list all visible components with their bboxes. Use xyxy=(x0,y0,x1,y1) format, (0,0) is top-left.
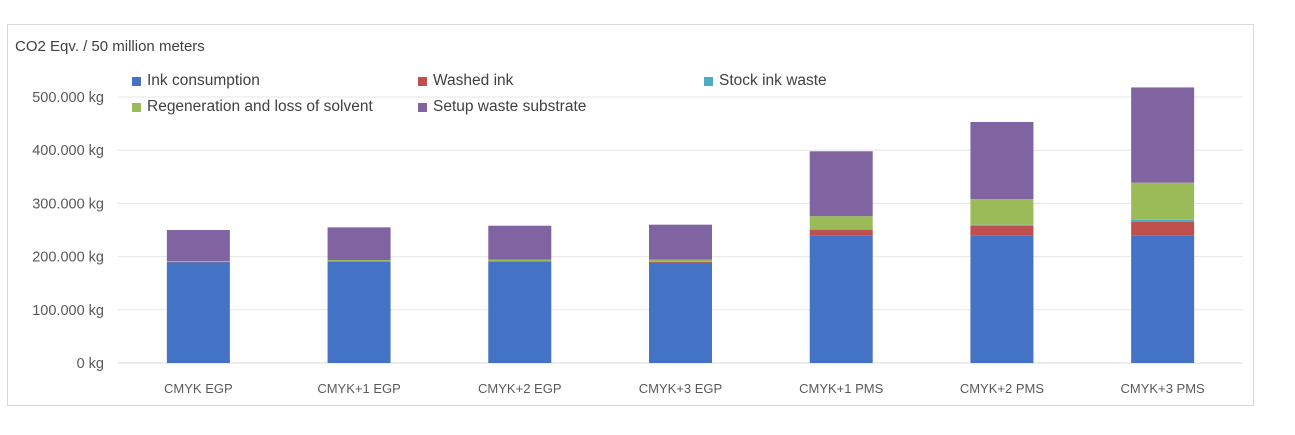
bar-segment xyxy=(649,261,712,263)
legend-item-setup-waste-substrate: Setup waste substrate xyxy=(418,98,586,116)
bar-segment xyxy=(970,225,1034,236)
bar-segment xyxy=(488,225,552,260)
x-tick-label: CMYK+3 PMS xyxy=(1121,381,1205,396)
legend-item-washed-ink: Washed ink xyxy=(418,72,513,90)
bar-segment xyxy=(809,235,873,363)
legend-swatch xyxy=(418,76,427,86)
bar-segment xyxy=(970,224,1034,226)
bar-segment xyxy=(970,122,1034,200)
bar-segment xyxy=(649,259,712,262)
x-tick-label: CMYK+1 EGP xyxy=(317,381,400,396)
bar-segment xyxy=(166,261,230,263)
legend-swatch xyxy=(418,102,427,112)
bar-segment xyxy=(1131,222,1195,236)
x-tick-label: CMYK+1 PMS xyxy=(799,381,883,396)
bar-segment xyxy=(649,261,712,263)
legend-label: Stock ink waste xyxy=(719,72,827,89)
y-tick-label: 100.000 kg xyxy=(32,303,104,319)
legend-label: Ink consumption xyxy=(147,72,260,89)
bar-segment xyxy=(488,259,552,262)
y-tick-label: 200.000 kg xyxy=(32,250,104,266)
bar-segment xyxy=(809,151,873,217)
bar-segment xyxy=(166,261,230,262)
y-tick-label: 400.000 kg xyxy=(32,143,104,159)
legend-item-ink-consumption: Ink consumption xyxy=(132,72,260,90)
x-tick-label: CMYK+2 EGP xyxy=(478,381,561,396)
y-tick-label: 300.000 kg xyxy=(32,196,104,212)
legend-item-stock-ink-waste: Stock ink waste xyxy=(704,72,827,90)
x-tick-label: CMYK EGP xyxy=(164,381,233,396)
bar-segment xyxy=(809,230,873,236)
bar-segment xyxy=(327,260,391,262)
legend-swatch xyxy=(704,76,713,86)
bar-segment xyxy=(166,230,230,262)
legend-label: Regeneration and loss of solvent xyxy=(147,98,373,115)
bar-segment xyxy=(1131,182,1195,220)
legend-label: Setup waste substrate xyxy=(433,98,587,115)
x-tick-label: CMYK+2 PMS xyxy=(960,381,1044,396)
bar-segment xyxy=(327,227,391,261)
legend-label: Washed ink xyxy=(433,72,514,89)
bar-segment xyxy=(809,216,873,230)
bar-segment xyxy=(1131,87,1195,183)
bar-segment xyxy=(488,261,552,363)
bar-segment xyxy=(649,262,712,363)
bar-segment xyxy=(327,261,391,363)
legend-item-regeneration-solvent: Regeneration and loss of solvent xyxy=(132,98,373,116)
y-axis-title: CO2 Eqv. / 50 million meters xyxy=(15,38,205,55)
y-tick-label: 0 kg xyxy=(77,356,104,372)
y-tick-label: 500.000 kg xyxy=(32,90,104,106)
bar-segment xyxy=(1131,219,1195,223)
bar-segment xyxy=(327,261,391,262)
bar-segment xyxy=(809,229,873,231)
bar-segment xyxy=(649,224,712,260)
x-tick-label: CMYK+3 EGP xyxy=(639,381,722,396)
bar-segment xyxy=(488,261,552,262)
bar-segment xyxy=(166,262,230,363)
bar-segment xyxy=(970,235,1034,363)
bar-segment xyxy=(970,199,1034,225)
legend-swatch xyxy=(132,76,141,86)
bar-segment xyxy=(1131,235,1195,363)
legend-swatch xyxy=(132,102,141,112)
